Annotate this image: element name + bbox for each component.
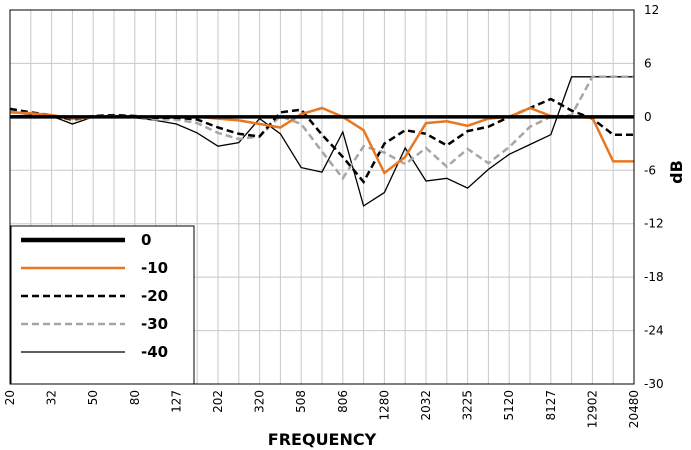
x-tick-label: 32 bbox=[45, 390, 59, 405]
y-tick-label: -30 bbox=[644, 377, 664, 391]
x-tick-label: 508 bbox=[294, 390, 308, 413]
x-tick-label: 50 bbox=[86, 390, 100, 405]
legend: 0 -10 -20 -30 -40 bbox=[10, 225, 195, 385]
x-tick-label: 202 bbox=[211, 390, 225, 413]
y-axis-title: dB bbox=[667, 160, 686, 184]
legend-label: -30 bbox=[141, 315, 168, 333]
y-tick-label: 6 bbox=[644, 56, 652, 70]
x-tick-label: 8127 bbox=[544, 390, 558, 421]
grid bbox=[9, 9, 635, 385]
legend-label: -10 bbox=[141, 259, 168, 277]
y-tick-label: -24 bbox=[644, 324, 664, 338]
series-lines bbox=[9, 75, 634, 207]
x-tick-label: 3225 bbox=[461, 390, 475, 421]
x-tick-label: 806 bbox=[336, 390, 350, 413]
y-tick-label: -18 bbox=[644, 270, 664, 284]
legend-label: -20 bbox=[141, 287, 168, 305]
plot-border bbox=[9, 9, 635, 385]
x-axis-title: FREQUENCY bbox=[268, 430, 377, 449]
y-tick-label: 12 bbox=[644, 3, 659, 17]
legend-label: 0 bbox=[141, 231, 151, 249]
x-tick-label: 5120 bbox=[502, 390, 516, 421]
x-tick-label: 2032 bbox=[419, 390, 433, 421]
y-tick-label: -12 bbox=[644, 217, 664, 231]
x-tick-label: 20480 bbox=[627, 390, 641, 428]
x-tick-label: 20 bbox=[3, 390, 17, 405]
x-tick-label: 12902 bbox=[585, 390, 599, 428]
x-tick-label: 80 bbox=[128, 390, 142, 405]
legend-label: -40 bbox=[141, 343, 168, 361]
legend-box bbox=[10, 225, 195, 385]
y-tick-label: 0 bbox=[644, 110, 652, 124]
x-tick-label: 1280 bbox=[377, 390, 391, 421]
x-tick-label: 320 bbox=[253, 390, 267, 413]
x-tick-label: 127 bbox=[169, 390, 183, 413]
y-tick-label: -6 bbox=[644, 163, 656, 177]
